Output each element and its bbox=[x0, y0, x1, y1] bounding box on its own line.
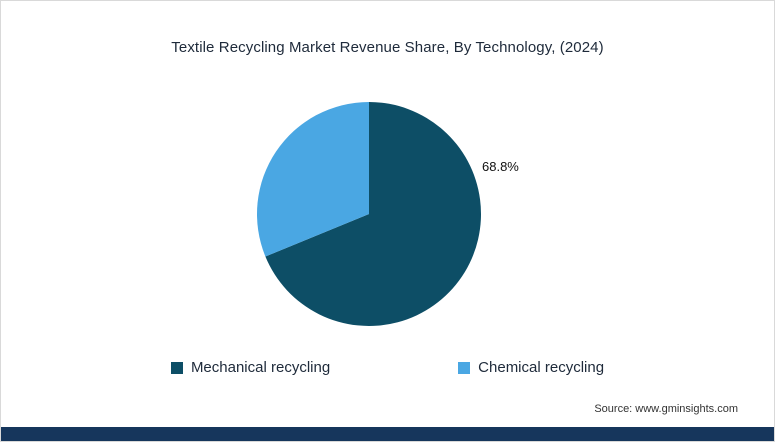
legend-swatch-chemical bbox=[458, 361, 471, 374]
pie-slice-chemical-recycling[interactable] bbox=[257, 102, 369, 257]
legend-label-chemical: Chemical recycling bbox=[478, 359, 605, 376]
pie-chart bbox=[255, 100, 483, 328]
pie-slice-mechanical-recycling[interactable] bbox=[265, 102, 481, 326]
legend-item-mechanical-recycling[interactable]: Mechanical recycling bbox=[170, 359, 331, 376]
bottom-bar bbox=[1, 427, 774, 441]
legend-item-chemical-recycling[interactable]: Chemical recycling bbox=[458, 359, 604, 376]
pie-data-label: 68.8% bbox=[482, 159, 519, 174]
chart-title: Textile Recycling Market Revenue Share, … bbox=[171, 39, 604, 56]
source-text: Source: www.gminsights.com bbox=[594, 403, 738, 415]
legend: Mechanical recycling Chemical recycling bbox=[1, 359, 774, 376]
pie-svg bbox=[257, 102, 481, 326]
legend-label-mechanical: Mechanical recycling bbox=[190, 359, 331, 376]
legend-swatch-mechanical bbox=[170, 361, 183, 374]
